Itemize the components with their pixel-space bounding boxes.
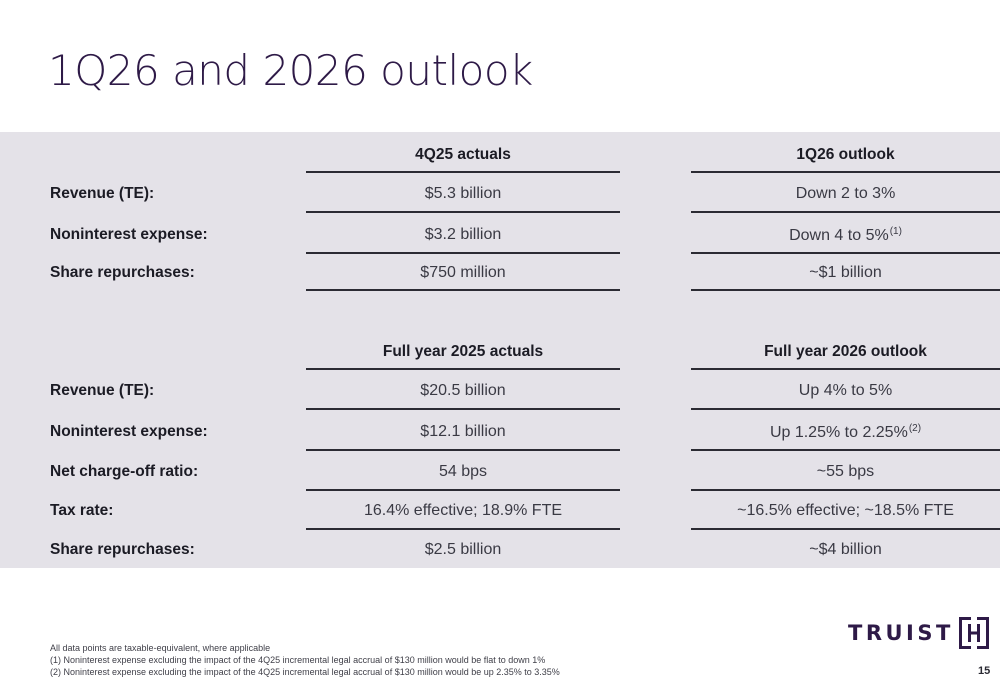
row-label: Share repurchases: [50,541,195,558]
row-label: Share repurchases: [50,264,195,281]
divider [691,211,1000,213]
header-4q25-actuals: 4Q25 actuals [415,146,511,163]
outlook-value: Down 4 to 5%(1) [691,226,1000,245]
divider [306,171,620,173]
divider [691,368,1000,370]
divider [691,171,1000,173]
header-fy2025-actuals: Full year 2025 actuals [382,343,544,360]
divider [691,408,1000,410]
footnote: (2) Noninterest expense excluding the im… [50,667,560,677]
truist-logo-mark-icon [958,617,989,649]
row-label: Revenue (TE): [50,185,155,202]
divider [691,528,1000,530]
outlook-panel: 4Q25 actuals 1Q26 outlook Revenue (TE): … [0,132,1000,568]
actual-value: $20.5 billion [420,382,506,399]
footnote-marker: (2) [908,423,922,434]
outlook-value: ~55 bps [816,463,875,480]
footnote-marker: (1) [889,226,902,237]
divider [306,368,620,370]
actual-value: $12.1 billion [420,423,506,440]
row-label: Revenue (TE): [50,382,155,399]
divider [691,252,1000,254]
divider [691,489,1000,491]
actual-value: $5.3 billion [424,185,502,202]
divider [306,408,620,410]
row-label: Noninterest expense: [50,226,208,243]
outlook-value: ~$1 billion [809,264,882,281]
footnote: All data points are taxable-equivalent, … [50,643,271,653]
row-label: Noninterest expense: [50,423,208,440]
divider [691,289,1000,291]
divider [306,449,620,451]
page-number: 15 [978,665,991,677]
divider [306,528,620,530]
outlook-text: Up 1.25% to 2.25% [769,424,908,441]
page-title: 1Q26 and 2026 outlook [48,46,533,95]
outlook-text: Down 4 to 5% [789,227,889,244]
actual-value: 16.4% effective; 18.9% FTE [363,502,563,519]
divider [306,252,620,254]
divider [691,449,1000,451]
outlook-value: ~16.5% effective; ~18.5% FTE [737,502,954,519]
logo-wordmark: TRUIST [848,621,954,645]
outlook-value: Up 1.25% to 2.25%(2) [691,423,1000,442]
divider [306,211,620,213]
divider [306,489,620,491]
actual-value: $3.2 billion [424,226,502,243]
actual-value: 54 bps [438,463,488,480]
row-label: Tax rate: [50,502,114,519]
outlook-value: ~$4 billion [809,541,882,558]
divider [306,289,620,291]
actual-value: $750 million [420,264,506,281]
header-1q26-outlook: 1Q26 outlook [796,146,895,163]
row-label: Net charge-off ratio: [50,463,199,480]
truist-logo: TRUIST [848,616,989,650]
footnote: (1) Noninterest expense excluding the im… [50,655,546,665]
header-fy2026-outlook: Full year 2026 outlook [764,343,927,360]
actual-value: $2.5 billion [424,541,502,558]
outlook-value: Up 4% to 5% [798,382,893,399]
outlook-value: Down 2 to 3% [795,185,896,202]
